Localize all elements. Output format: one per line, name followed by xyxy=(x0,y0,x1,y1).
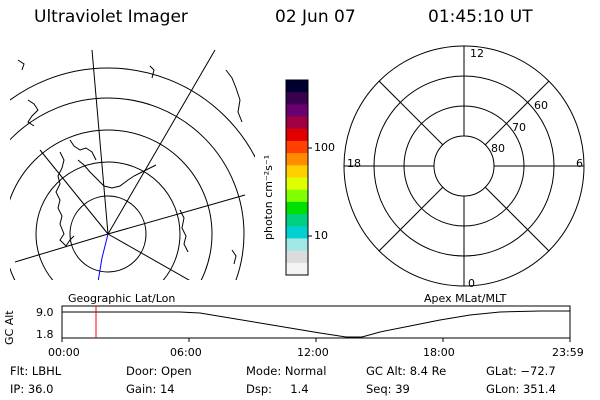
meridian-line xyxy=(107,233,190,280)
altitude-xtick-0600: 06:00 xyxy=(170,346,202,359)
mlt-label-18: 18 xyxy=(347,157,361,170)
meridian-line xyxy=(107,49,216,235)
mlat-label-60: 60 xyxy=(534,99,548,112)
colorbar-swatch xyxy=(286,238,308,252)
info-dsp: Dsp: 1.4 xyxy=(246,382,309,396)
coastline xyxy=(17,59,25,71)
meridian-line xyxy=(107,194,246,235)
colorbar-swatch xyxy=(286,250,308,264)
colorbar-swatch xyxy=(286,177,308,191)
info-ip: IP: 36.0 xyxy=(10,382,54,396)
coastline xyxy=(149,65,155,79)
instrument-title: Ultraviolet Imager xyxy=(34,7,188,27)
mlat-label-70: 70 xyxy=(512,121,526,134)
altitude-ylabel: GC Alt xyxy=(3,310,16,345)
colorbar-swatch xyxy=(286,189,308,203)
info-glon: GLon: 351.4 xyxy=(486,382,556,396)
colorbar-swatch xyxy=(286,226,308,239)
info-glat: GLat: −72.7 xyxy=(486,364,556,378)
date-label: 02 Jun 07 xyxy=(275,7,356,27)
mlt-label-6: 6 xyxy=(576,157,583,170)
altitude-xtick-1200: 12:00 xyxy=(297,346,329,359)
coastline xyxy=(225,69,243,123)
colorbar-swatch xyxy=(286,92,308,105)
mlt-line-diag xyxy=(484,186,550,252)
colorbar-swatch xyxy=(286,140,308,154)
info-filter: Flt: LBHL xyxy=(10,364,62,378)
coastline xyxy=(231,249,237,265)
altitude-xtick-1800: 18:00 xyxy=(423,346,455,359)
coastline xyxy=(69,139,97,161)
altitude-xtick-2359: 23:59 xyxy=(552,346,584,359)
right-map-label: Apex MLat/MLT xyxy=(424,292,507,305)
colorbar-tick-100: 100 xyxy=(314,141,335,154)
altitude-xticks xyxy=(61,338,571,342)
coastline xyxy=(77,159,157,189)
colorbar-swatch xyxy=(286,104,308,118)
meridian-line xyxy=(39,149,109,235)
colorbar-swatch xyxy=(286,201,308,215)
altitude-ytick-1-8: 1.8 xyxy=(36,328,54,341)
coastline xyxy=(27,99,39,127)
info-gc-alt: GC Alt: 8.4 Re xyxy=(366,364,447,378)
altitude-xtick-0000: 00:00 xyxy=(48,346,80,359)
info-mode: Mode: Normal xyxy=(246,364,327,378)
meridian-line xyxy=(14,233,109,263)
meridian-line xyxy=(91,49,109,235)
ground-track xyxy=(97,233,109,280)
altitude-plot-frame xyxy=(61,305,571,339)
altitude-curve xyxy=(62,310,570,338)
colorbar-swatch xyxy=(286,116,308,130)
left-map-label: Geographic Lat/Lon xyxy=(68,292,176,305)
colorbar-tick-10: 10 xyxy=(314,229,328,242)
info-door: Door: Open xyxy=(126,364,192,378)
altitude-ytick-9: 9.0 xyxy=(36,306,54,319)
time-label: 01:45:10 UT xyxy=(428,7,533,27)
lat-circle xyxy=(10,67,255,159)
colorbar-swatch xyxy=(286,165,308,178)
lat-circle xyxy=(69,195,147,273)
mlt-line-diag xyxy=(378,80,444,146)
colorbar-swatch xyxy=(286,128,308,142)
colorbar-swatch xyxy=(286,214,308,227)
lat-circle xyxy=(35,161,181,280)
colorbar-swatch xyxy=(286,262,308,276)
lat-circle xyxy=(10,129,213,280)
mlt-label-12: 12 xyxy=(470,47,484,60)
colorbar-swatch xyxy=(286,80,308,93)
mlat-label-80: 80 xyxy=(491,142,505,155)
coastline xyxy=(179,209,189,253)
colorbar-frame xyxy=(285,79,309,276)
colorbar-swatch xyxy=(286,153,308,166)
coastline xyxy=(55,151,75,247)
mlt-line-diag xyxy=(378,186,444,252)
mlt-label-0: 0 xyxy=(468,277,475,290)
info-gain: Gain: 14 xyxy=(126,382,175,396)
lat-circle xyxy=(10,97,245,280)
mlt-line-diag xyxy=(484,80,550,146)
info-seq: Seq: 39 xyxy=(366,382,410,396)
